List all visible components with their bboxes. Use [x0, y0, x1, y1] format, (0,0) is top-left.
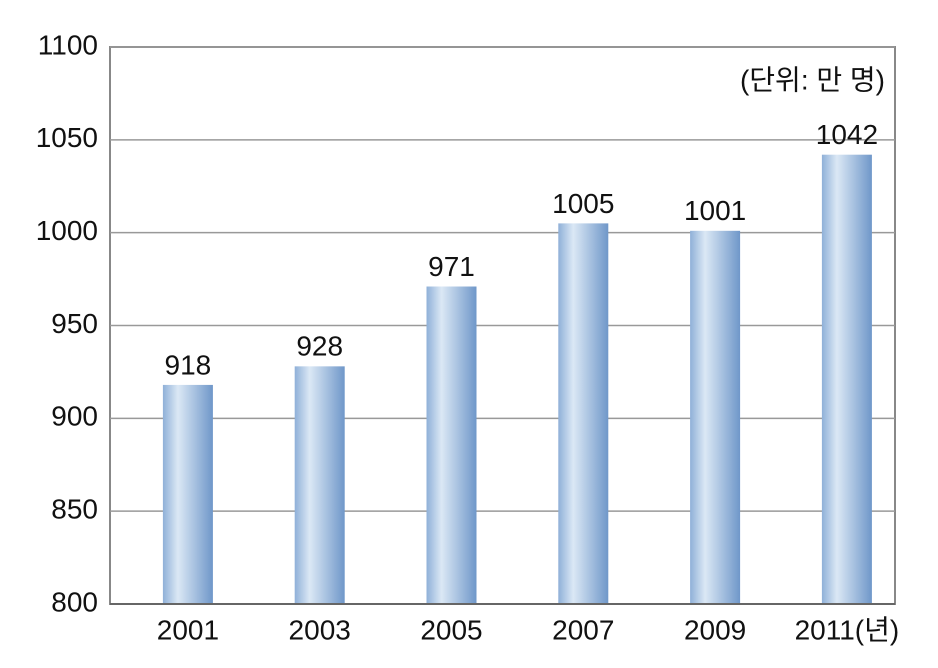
value-label: 928 — [296, 331, 343, 362]
y-tick-label: 850 — [51, 494, 98, 525]
value-label: 1001 — [684, 195, 746, 226]
y-tick-label: 1050 — [36, 122, 98, 153]
y-tick-label: 1000 — [36, 215, 98, 246]
x-tick-label: 2007 — [552, 614, 614, 645]
y-tick-label: 950 — [51, 308, 98, 339]
y-tick-label: 1100 — [38, 29, 98, 60]
bar — [558, 223, 609, 604]
x-tick-label: 2011(년) — [795, 614, 900, 645]
x-tick-label: 2003 — [289, 614, 351, 645]
x-tick-label: 2009 — [684, 614, 746, 645]
y-tick-label: 900 — [51, 401, 98, 432]
value-label: 1042 — [816, 119, 878, 150]
bar — [426, 286, 477, 604]
bar — [162, 384, 213, 604]
unit-annotation: (단위: 만 명) — [740, 64, 885, 95]
y-tick-label: 800 — [51, 586, 98, 617]
bar — [690, 230, 741, 604]
bar — [294, 366, 345, 604]
value-label: 918 — [165, 349, 212, 380]
x-tick-label: 2005 — [420, 614, 482, 645]
bar — [821, 154, 872, 605]
value-label: 1005 — [552, 188, 614, 219]
value-label: 971 — [428, 251, 475, 282]
x-tick-label: 2001 — [157, 614, 219, 645]
